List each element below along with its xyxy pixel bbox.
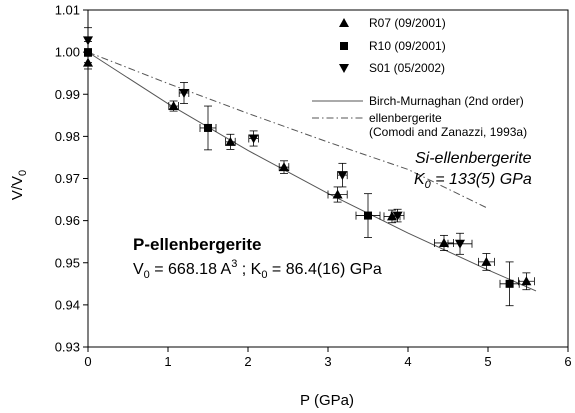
legend-markers — [339, 18, 349, 73]
p-v-sup: 3 — [231, 258, 237, 270]
y-axis-label: V/V0 — [9, 170, 29, 200]
si-ellenbergerite-title: Si-ellenbergerite — [415, 150, 532, 167]
legend-label-birch: Birch-Murnaghan (2nd order) — [369, 94, 524, 108]
legend-label-ellenbergerite-ref: (Comodi and Zanazzi, 1993a) — [369, 125, 527, 139]
p-ellenbergerite-title: P-ellenbergerite — [133, 235, 262, 254]
legend-label-r07: R07 (09/2001) — [369, 16, 446, 30]
ellenbergerite-line — [87, 51, 489, 209]
y-tick-label: 1.00 — [55, 45, 80, 60]
legend-label-ellenbergerite: ellenbergerite — [369, 111, 442, 125]
y-tick-label: 0.98 — [55, 129, 80, 144]
y-tick-label: 0.93 — [55, 340, 80, 355]
x-tick-label: 5 — [484, 354, 491, 369]
si-k-value: = 133(5) GPa — [431, 171, 532, 188]
y-tick-label: 1.01 — [55, 3, 80, 18]
data-point — [521, 276, 532, 286]
data-point — [392, 211, 403, 221]
si-k-sub: 0 — [425, 179, 432, 191]
p-k-value: = 86.4(16) GPa — [267, 261, 381, 278]
si-k-main: K — [414, 171, 426, 188]
x-axis-label: P (GPa) — [300, 392, 354, 409]
data-point — [279, 162, 289, 172]
x-tick-label: 1 — [164, 354, 171, 369]
data-point — [337, 171, 348, 181]
data-point — [364, 211, 372, 220]
p-v-value: = 668.18 A — [150, 261, 232, 278]
data-point — [168, 101, 179, 111]
series-s01 — [83, 27, 473, 255]
data-points — [83, 27, 535, 307]
y-axis-label-main: V/V — [9, 176, 26, 200]
data-point — [439, 237, 449, 247]
x-tick-label: 6 — [564, 354, 571, 369]
y-tick-label: 0.99 — [55, 87, 80, 102]
legend-label-s01: S01 (05/2002) — [369, 61, 445, 75]
x-tick-label: 4 — [404, 354, 411, 369]
data-point — [481, 256, 492, 266]
data-point — [225, 136, 236, 146]
data-point — [332, 189, 343, 199]
y-tick-label: 0.95 — [55, 255, 80, 270]
y-tick-label: 0.97 — [55, 171, 80, 186]
data-point — [83, 36, 93, 46]
y-axis-label-sub: 0 — [17, 170, 29, 176]
p-v-main: V — [133, 261, 144, 278]
p-sep: ; K — [237, 261, 261, 278]
series-r10 — [84, 41, 520, 307]
data-point — [179, 88, 189, 98]
x-tick-label: 2 — [244, 354, 251, 369]
si-ellenbergerite-k0: K0 = 133(5) GPa — [414, 171, 532, 191]
data-point — [248, 134, 259, 144]
data-point — [204, 123, 212, 132]
legend-marker — [339, 18, 349, 27]
data-point — [455, 239, 465, 249]
data-point — [505, 279, 514, 288]
axes: 0 1 2 3 4 5 6 0.93 0.94 0.95 0.96 0.97 0.98 0.99 1.00 1… — [55, 3, 572, 370]
y-tick-label: 0.94 — [55, 297, 80, 312]
legend-label-r10: R10 (09/2001) — [369, 39, 446, 53]
y-tick-label: 0.96 — [55, 213, 80, 228]
legend-marker — [340, 42, 348, 50]
legend: R07 (09/2001) R10 (09/2001) S01 (05/2002… — [312, 16, 527, 139]
x-tick-label: 0 — [84, 354, 91, 369]
p-v-sub: 0 — [144, 269, 150, 281]
p-k-sub: 0 — [261, 269, 267, 281]
p-ellenbergerite-params: V0 = 668.18 A3 ; K0 = 86.4(16) GPa — [133, 258, 382, 281]
x-tick-label: 3 — [324, 354, 331, 369]
legend-marker — [339, 64, 349, 73]
